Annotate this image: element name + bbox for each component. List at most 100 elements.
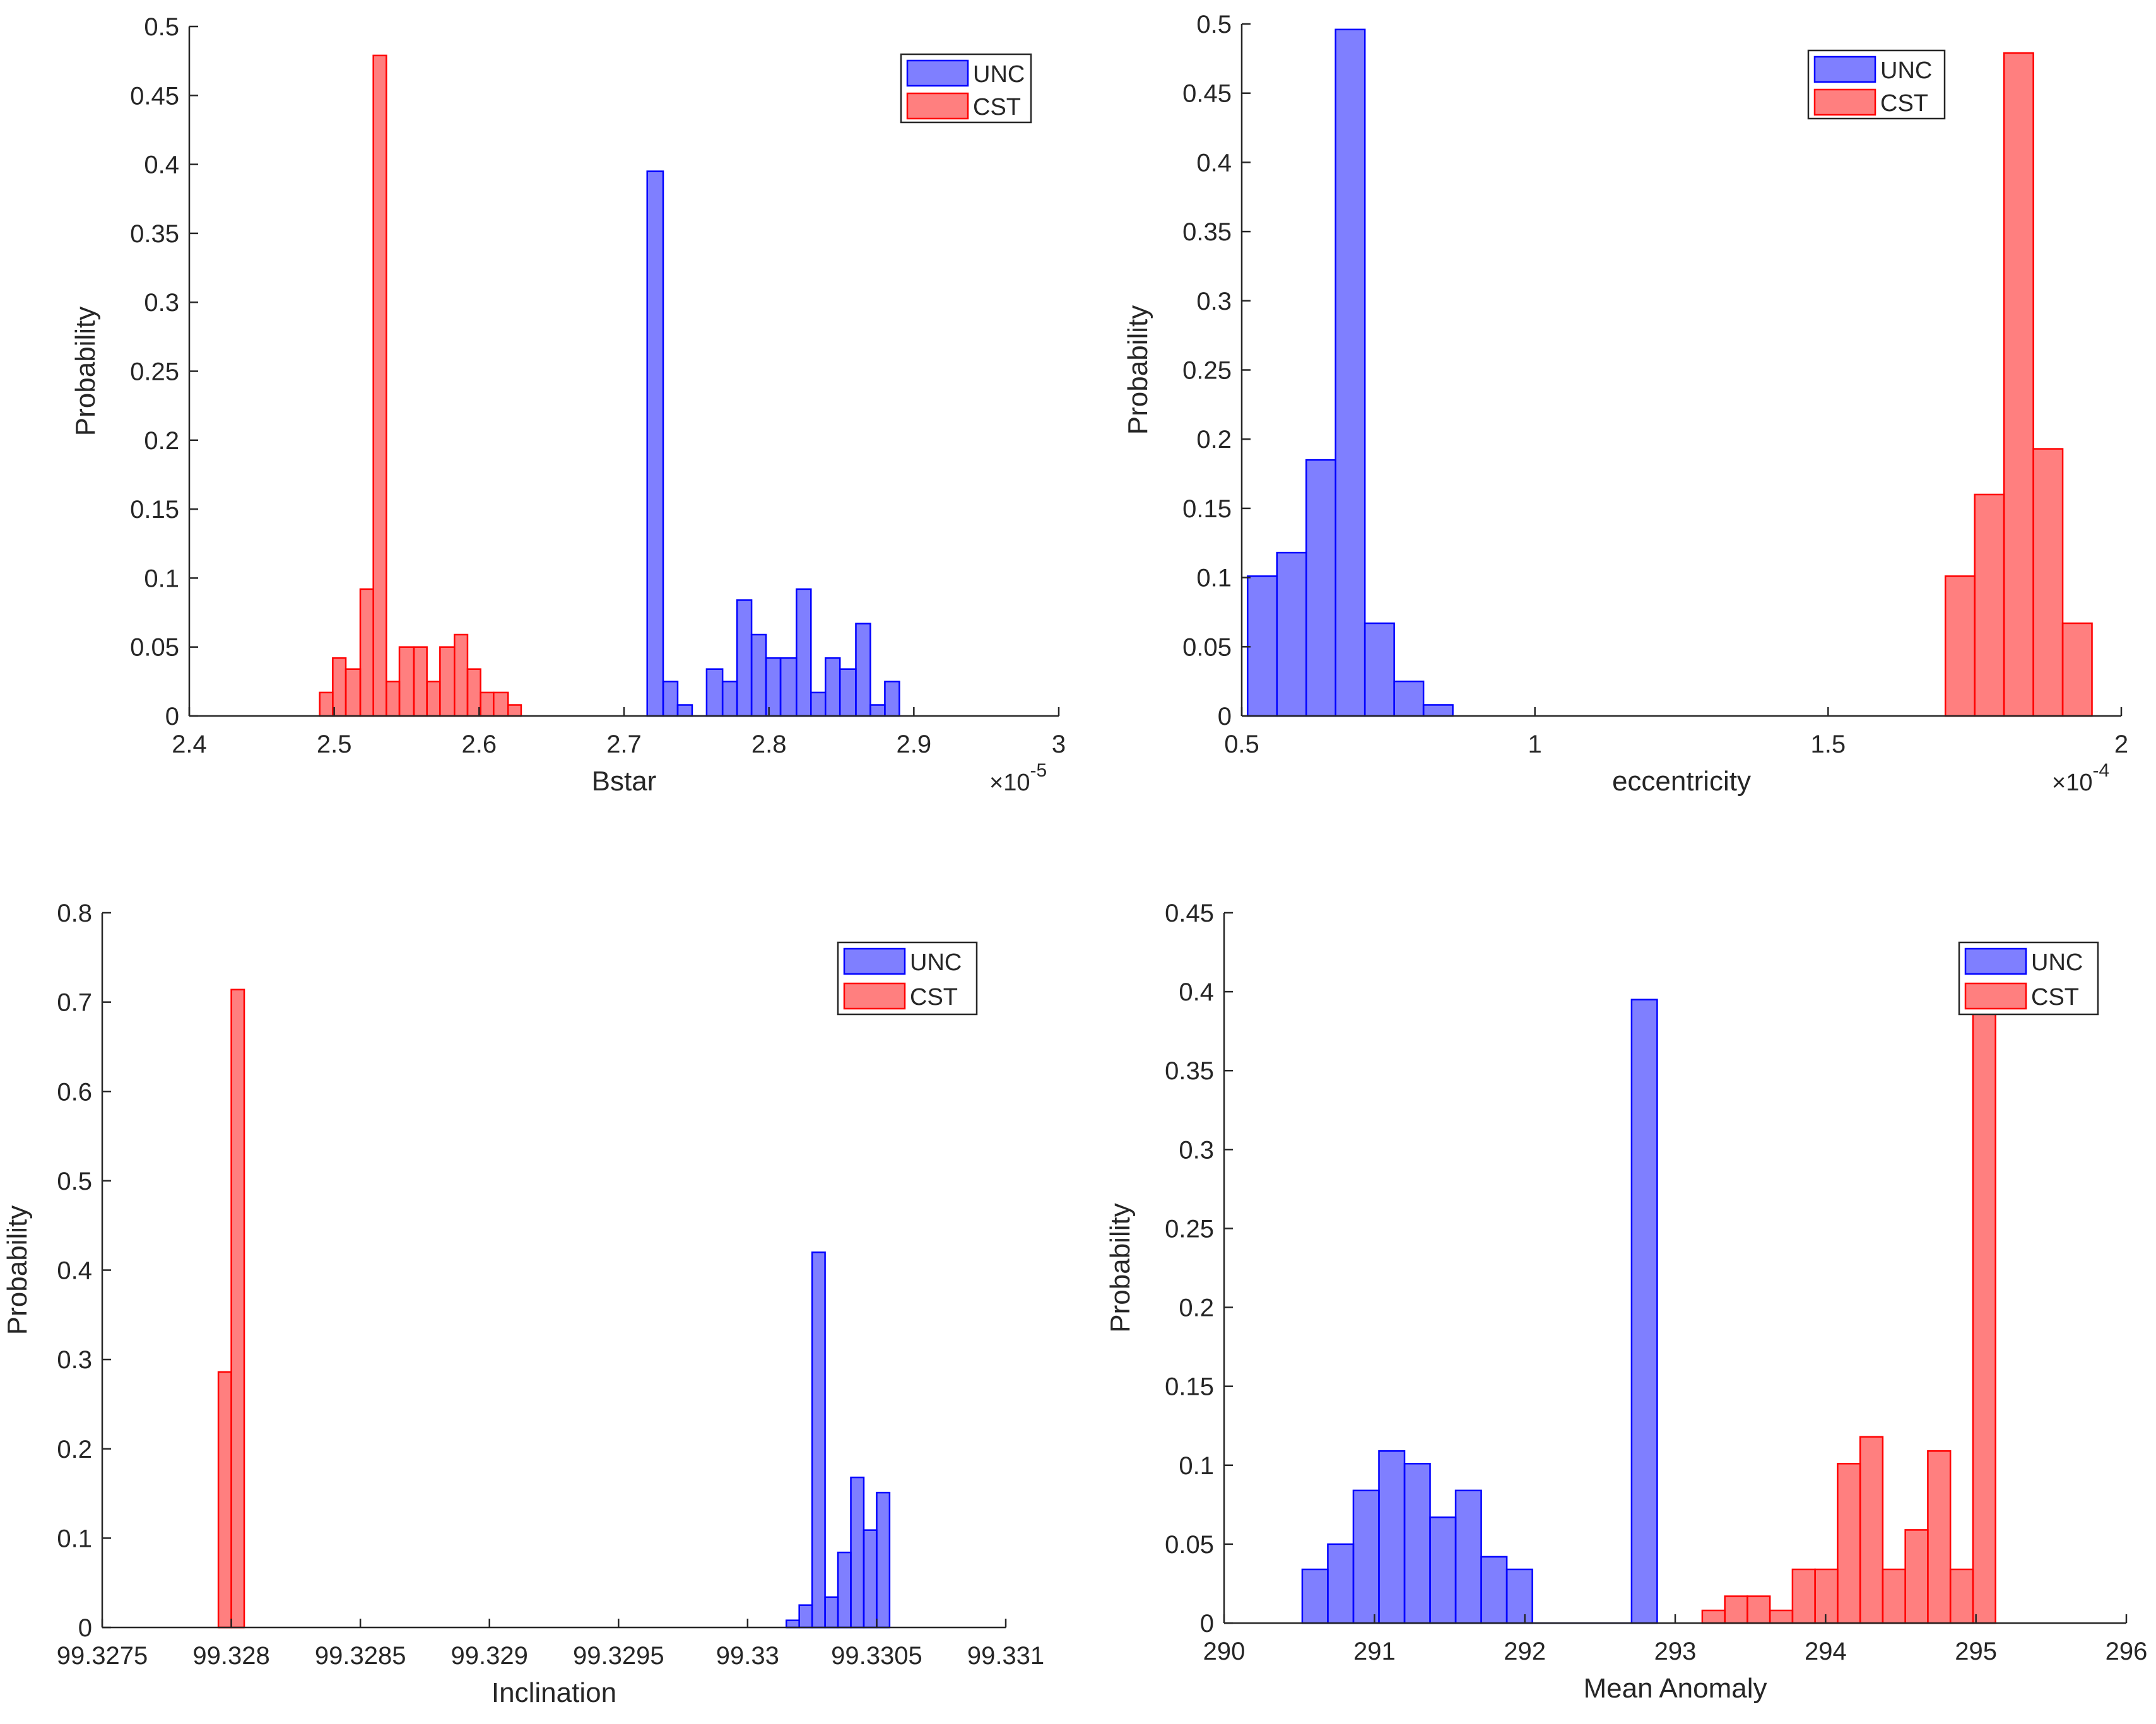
bar-unc-10 (796, 588, 812, 717)
bar-unc-4 (1403, 1463, 1431, 1624)
bar-unc-15 (869, 704, 886, 717)
legend-swatch-unc (1964, 947, 2027, 975)
bar-unc-16 (884, 681, 900, 717)
y-tick-label: 0.2 (1179, 1294, 1214, 1322)
y-tick-label: 0.05 (130, 634, 179, 662)
y-tick-label: 0.35 (130, 220, 179, 248)
x-tick-label: 2.9 (897, 730, 932, 758)
y-tick-label: 0.45 (1165, 900, 1214, 927)
y-tick-label: 0.45 (1182, 80, 1232, 108)
y-tick-label: 0.25 (1165, 1215, 1214, 1243)
legend-label-cst: CST (2031, 984, 2079, 1011)
x-tick-label: 294 (1805, 1638, 1847, 1665)
legend: UNC CST (837, 941, 978, 1016)
legend-label-unc: UNC (973, 61, 1025, 88)
y-tick-label: 0.3 (1179, 1136, 1214, 1164)
bar-unc-5 (1429, 1516, 1457, 1624)
bar-unc-4 (1364, 622, 1395, 717)
legend-swatch-unc (906, 59, 969, 87)
x-tick-label: 2.5 (317, 730, 352, 758)
legend: UNC CST (1807, 49, 1946, 120)
y-tick-label: 0.15 (1182, 495, 1232, 523)
bar-cst-12 (1972, 999, 1996, 1624)
y-axis-label: Probability (2, 1205, 33, 1335)
y-tick-label: 0.05 (1165, 1531, 1214, 1559)
bar-unc-9 (1630, 999, 1658, 1624)
y-tick-label: 0.6 (57, 1078, 92, 1106)
bar-cst-12 (480, 691, 495, 717)
subplot-eccentricity: 0.5 1 1.5 2 0 0.05 0.1 0.15 0.2 0.25 0.3 0.35 0.4 0.4… (1122, 11, 2128, 797)
series-cst (1944, 52, 2093, 717)
legend-label-unc: UNC (1880, 57, 1932, 84)
bar-unc-12 (824, 657, 841, 717)
y-axis-label: Probability (70, 307, 101, 436)
bar-unc-2 (676, 704, 693, 717)
y-tick-label: 0.05 (1182, 633, 1232, 661)
x-tick-label: 293 (1654, 1638, 1697, 1665)
y-tick-label: 0.4 (1196, 149, 1232, 177)
y-tick-label: 0 (165, 703, 179, 730)
subplot-inclination: 99.3275 99.328 99.3285 99.329 99.3295 99.33 99… (2, 900, 1044, 1708)
legend: UNC CST (1958, 941, 2099, 1016)
bar-cst-9 (1904, 1529, 1929, 1624)
legend-swatch-unc (1813, 56, 1876, 83)
y-tick-label: 0.3 (57, 1346, 92, 1374)
x-tick-label: 2.7 (606, 730, 642, 758)
bar-cst-0 (217, 1371, 232, 1629)
y-tick-label: 0.4 (1179, 978, 1214, 1006)
bar-unc-1 (662, 681, 679, 717)
bar-unc-5 (721, 681, 738, 717)
bar-cst-1 (1724, 1595, 1748, 1624)
bar-cst-2 (345, 668, 362, 717)
bar-cst-3 (2032, 448, 2064, 717)
series-unc (1247, 28, 1454, 717)
x-exponent-power: -5 (1030, 760, 1047, 781)
bar-unc-3 (1334, 28, 1366, 717)
y-tick-label: 0.15 (130, 496, 179, 524)
bar-cst-3 (359, 588, 374, 717)
bar-unc-6 (1454, 1489, 1482, 1624)
x-tick-label: 0.5 (1224, 730, 1259, 758)
bar-cst-10 (1927, 1450, 1952, 1624)
bar-cst-0 (319, 691, 334, 717)
bar-unc-5 (1393, 680, 1425, 717)
x-tick-label: 290 (1203, 1638, 1246, 1665)
bar-cst-6 (398, 646, 415, 717)
y-tick-label: 0.35 (1165, 1057, 1214, 1085)
bar-unc-14 (855, 623, 871, 717)
x-tick-label: 2.6 (462, 730, 497, 758)
legend: UNC CST (900, 53, 1032, 124)
y-tick-label: 0.7 (57, 989, 92, 1017)
legend-label-unc: UNC (910, 949, 962, 976)
x-tick-label: 292 (1504, 1638, 1546, 1665)
bar-unc-4 (705, 668, 724, 717)
x-tick-label: 295 (1955, 1638, 1997, 1665)
legend-swatch-cst (906, 92, 969, 120)
x-axis-label: Inclination (492, 1677, 616, 1708)
bar-cst-6 (1837, 1463, 1861, 1624)
subplot-bstar: 2.4 2.5 2.6 2.7 2.8 2.9 3 0 0.05 0.1 0.15 0.2 0.25 0.… (70, 13, 1066, 797)
subplot-mean-anomaly: 290 291 292 293 294 295 296 0 0.05 0.1 0.15 0.2 0.25… (1105, 900, 2147, 1704)
y-tick-label: 0.4 (144, 151, 179, 179)
legend-label-unc: UNC (2031, 949, 2083, 976)
x-tick-label: 99.331 (967, 1642, 1044, 1670)
bar-unc-5 (850, 1476, 865, 1629)
bar-unc-2 (1305, 459, 1336, 717)
bar-cst-4 (372, 54, 387, 717)
bar-cst-2 (2003, 52, 2034, 717)
bar-unc-2 (1352, 1489, 1380, 1624)
x-tick-label: 291 (1353, 1638, 1396, 1665)
y-tick-label: 0.5 (57, 1168, 92, 1195)
bar-cst-1 (230, 988, 245, 1629)
bar-unc-1 (1327, 1543, 1355, 1624)
series-cst (1701, 999, 1996, 1624)
y-tick-label: 0 (78, 1614, 92, 1642)
x-tick-label: 99.3295 (573, 1642, 664, 1670)
legend-swatch-cst (1813, 88, 1876, 116)
y-tick-label: 0.3 (1196, 288, 1232, 315)
x-tick-label: 2.8 (751, 730, 787, 758)
bar-unc-7 (750, 633, 767, 717)
series-unc (1301, 999, 1658, 1624)
x-axis-label: Bstar (592, 766, 657, 797)
